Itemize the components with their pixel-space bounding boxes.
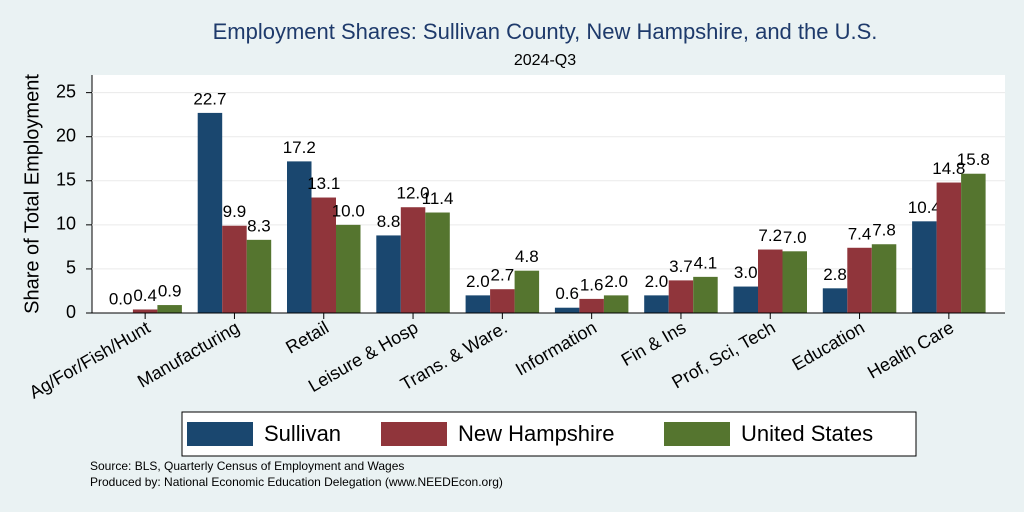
value-label: 11.4 [422,189,454,208]
value-label: 7.2 [758,226,782,245]
value-label: 2.7 [491,266,515,285]
value-label: 3.0 [734,263,758,282]
chart-subtitle: 2024-Q3 [514,52,576,69]
value-label: 7.4 [848,224,872,243]
bar [157,305,182,313]
bar [782,251,807,313]
value-label: 17.2 [283,138,316,157]
value-label: 4.8 [515,247,539,266]
value-label: 7.0 [783,228,807,247]
bar [222,225,247,313]
y-tick-label: 5 [66,258,76,278]
value-label: 12.0 [397,184,430,203]
value-label: 8.3 [247,216,271,235]
bar [311,197,336,313]
legend-label: New Hampshire [458,421,615,446]
y-tick-label: 10 [56,214,76,234]
x-tick-label: Retail [282,317,332,357]
value-label: 7.8 [872,221,896,240]
bar [822,288,848,313]
bar [336,224,361,313]
x-tick-label: Information [512,317,600,379]
legend-swatch [664,422,730,446]
value-label: 8.8 [377,212,401,231]
value-label: 15.8 [957,150,990,169]
x-tick-label: Health Care [864,317,957,382]
bar [644,295,669,313]
legend-swatch [187,422,253,446]
value-label: 14.8 [932,159,965,178]
bar [376,235,401,313]
bar [847,247,872,313]
value-label: 4.1 [694,253,718,272]
y-axis-label: Share of Total Employment [21,74,43,314]
bar [132,309,158,313]
value-label: 13.1 [307,174,340,193]
legend-label: Sullivan [264,421,341,446]
bar [733,286,758,313]
x-tick-label: Fin & Ins [618,317,690,370]
bar [514,270,540,313]
bar [287,161,312,313]
value-label: 0.9 [158,282,182,301]
bar [425,212,450,313]
value-label: 3.7 [669,257,693,276]
bar [936,182,962,313]
bar [246,239,272,313]
x-tick-label: Ag/For/Fish/Hunt [26,317,154,402]
value-label: 9.9 [223,202,247,221]
y-tick-label: 20 [56,125,76,145]
bar [758,249,783,313]
bar [912,221,937,313]
legend [181,411,917,457]
value-label: 10.4 [908,198,941,217]
bar [961,173,986,313]
value-label: 0.6 [555,284,579,303]
bar [465,295,491,313]
bar [693,276,718,313]
value-label: 2.8 [823,265,847,284]
value-label: 10.0 [332,201,365,220]
bar [579,298,604,313]
value-label: 1.6 [580,275,604,294]
bar [871,244,897,313]
x-tick-label: Education [789,317,868,374]
bar [400,207,426,313]
chart-title: Employment Shares: Sullivan County, New … [213,19,878,44]
bar [197,112,223,313]
credit-note: Produced by: National Economic Education… [90,475,503,489]
y-tick-label: 25 [56,81,76,101]
value-label: 2.0 [466,272,490,291]
bar [603,295,629,313]
legend-swatch [381,422,447,446]
bar [668,280,694,313]
y-tick-label: 15 [56,170,76,190]
y-tick-label: 0 [66,302,76,322]
bar [490,289,515,313]
value-label: 0.4 [133,286,157,305]
legend-label: United States [741,421,873,446]
value-label: 2.0 [604,272,628,291]
x-tick-label: Manufacturing [134,317,243,391]
source-note: Source: BLS, Quarterly Census of Employm… [90,459,404,473]
value-label: 0.0 [109,289,133,308]
value-label: 2.0 [645,272,669,291]
bar [554,307,580,313]
value-label: 22.7 [193,89,226,108]
